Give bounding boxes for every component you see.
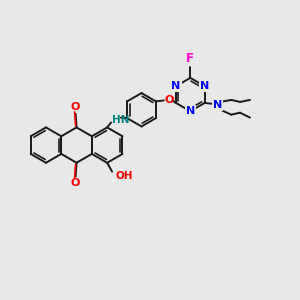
Text: O: O — [71, 102, 80, 112]
Text: O: O — [164, 95, 173, 105]
Text: N: N — [186, 106, 195, 116]
Text: HN: HN — [112, 115, 130, 124]
Text: N: N — [213, 100, 222, 110]
Text: N: N — [171, 81, 181, 91]
Text: OH: OH — [115, 170, 133, 181]
Text: O: O — [71, 178, 80, 188]
Text: N: N — [200, 81, 209, 91]
Text: F: F — [186, 52, 194, 65]
